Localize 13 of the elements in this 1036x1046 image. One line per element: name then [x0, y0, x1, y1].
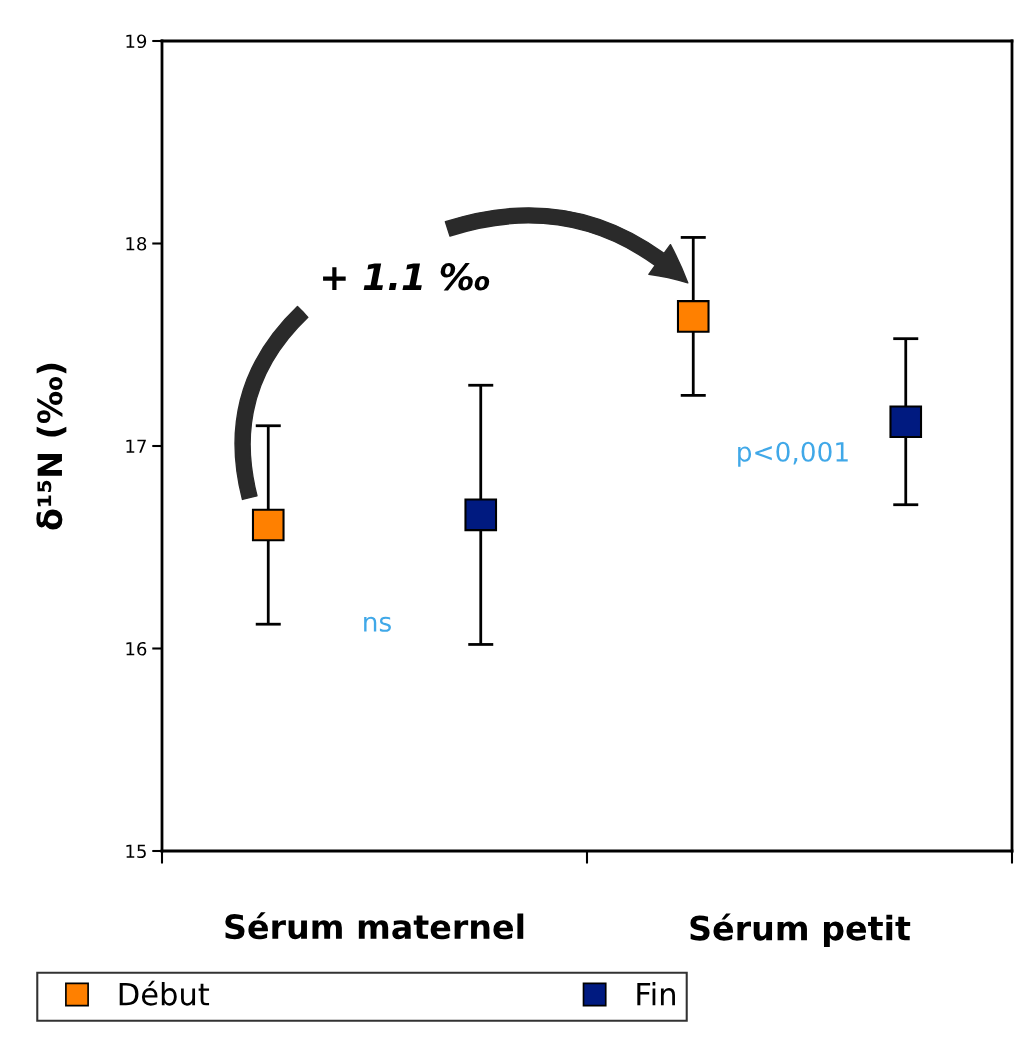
y-tick-label: 18 [126, 236, 147, 251]
y-axis-title: δ¹⁵N (‰) [36, 363, 67, 530]
y-tick-label: 16 [126, 641, 147, 656]
y-tick-label: 19 [126, 34, 147, 49]
annotation: p<0,001 [738, 441, 848, 467]
y-tick-label: 17 [126, 439, 146, 453]
y-tick-label: 15 [126, 844, 146, 859]
x-tick-label: Sérum maternel [225, 912, 524, 940]
annotation: ns [364, 616, 391, 632]
legend-label: Début [119, 980, 210, 1006]
x-tick-label: Sérum petit [690, 913, 911, 948]
legend-label: Fin [637, 981, 675, 1006]
annotation: + 1.1 ‰ [323, 263, 490, 291]
